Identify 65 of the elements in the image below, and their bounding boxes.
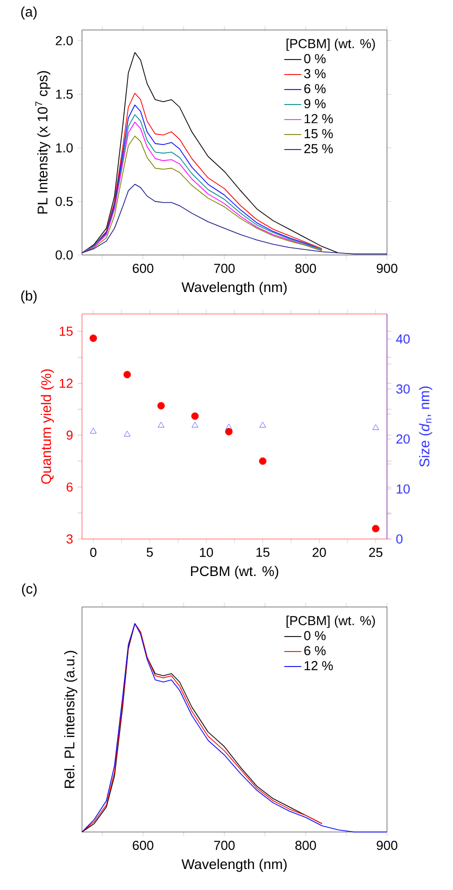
y2-tick-label: 0 [396,534,403,544]
x-tick-label: 900 [376,264,398,273]
x-tick-label: 800 [295,840,316,850]
chart-title: (c) [22,583,37,596]
chart-title: (b) [21,290,37,304]
point [192,422,198,428]
y-tick-label: 0.5 [56,196,73,206]
x-tick-label: 5 [146,548,153,557]
legend-label: 0 % [304,54,326,64]
legend-label: 9 % [304,99,326,108]
y2-tick-label: 40 [396,334,410,344]
y-tick-label: 1.0 [56,143,73,152]
x-tick-label: 0 [90,548,96,557]
y-tick-label: 2.0 [56,36,73,46]
point [158,422,164,428]
chart-title: (a) [21,6,37,20]
y-axis-title: Quantum yield (%) [40,369,54,484]
y-tick-label: 15 [60,326,73,336]
legend-label: 12 % [304,114,333,124]
point [260,422,266,428]
y-tick-label: 1.5 [56,90,73,99]
x-tick-label: 10 [200,548,213,557]
legend-title: [PCBM] (wt. %) [286,616,375,628]
point [226,424,232,430]
x-tick-label: 600 [132,840,154,850]
x-tick-label: 600 [132,264,154,273]
legend-label: 12 % [304,661,333,670]
y-tick-label: 6 [66,482,73,492]
x-tick-label: 700 [214,840,235,850]
y-tick-label: 3 [66,534,73,544]
point [225,428,233,436]
y2-tick-label: 10 [396,484,410,494]
point [123,370,131,378]
point [372,524,380,532]
y-axis-title: PL Intensity (x 10$^{7}$ cps) [35,71,50,214]
legend-label: 6 % [304,646,326,656]
x-tick-label: 700 [214,264,235,273]
x-axis-title: Wavelength (nm) [182,858,287,872]
x-tick-label: 800 [295,264,316,273]
y-tick-label: 0.0 [56,250,73,260]
x-axis-title: Wavelength (nm) [182,282,287,295]
y-axis-title: Rel. PL intensity (a.u.) [64,650,78,788]
x-tick-label: 25 [369,548,382,557]
point [157,402,165,410]
x-axis-title: PCBM (wt. %) [191,566,278,579]
x-tick-label: 900 [376,840,398,850]
point [372,424,379,430]
legend-label: 25 % [304,144,333,154]
y-tick-label: 9 [66,430,73,440]
legend-label: 0 % [304,631,326,640]
x-tick-label: 15 [256,548,270,557]
legend-label: 6 % [304,84,326,94]
point [259,457,266,465]
y2-tick-label: 20 [396,434,410,444]
y2-axis-title: Size (d$_{n}$, nm) [419,386,432,467]
y2-tick-label: 30 [396,384,410,394]
legend-label: 3 % [304,69,326,78]
y-tick-label: 12 [60,378,73,388]
point [124,430,130,436]
point [191,412,199,420]
legend-label: 15 % [304,129,333,138]
x-tick-label: 20 [312,548,326,557]
point [90,334,97,342]
point [90,428,97,434]
legend-title: [PCBM] (wt. %) [286,38,375,51]
